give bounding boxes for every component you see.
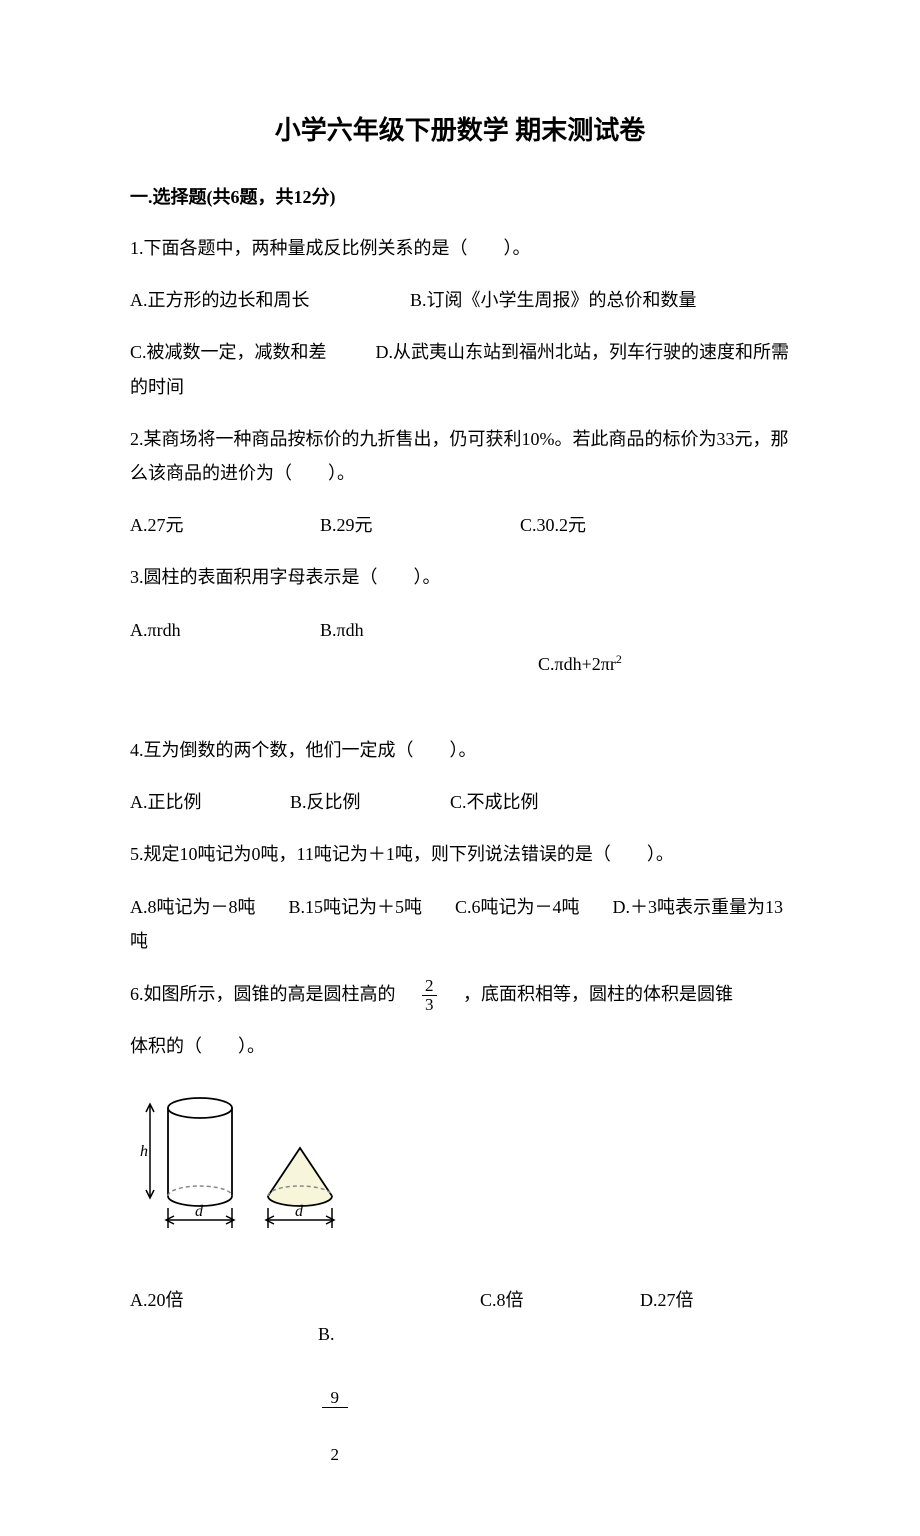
q2-option-B: B.29元 xyxy=(320,508,520,542)
q5-option-B: B.15吨记为＋5吨 xyxy=(289,897,423,917)
q5-options: A.8吨记为－8吨 B.15吨记为＋5吨 C.6吨记为－4吨 D.＋3吨表示重量… xyxy=(130,890,790,958)
q6-frac-num: 2 xyxy=(422,977,437,997)
q6-figure: h d d xyxy=(130,1088,790,1243)
q3-option-C-prefix: C.πdh+2πr xyxy=(538,654,616,674)
q6-option-B: B. 9 2 xyxy=(300,1283,480,1536)
page-title: 小学六年级下册数学 期末测试卷 xyxy=(130,110,790,147)
q3-option-C-sup: 2 xyxy=(616,652,622,666)
q6-line2: 体积的（ ）。 xyxy=(130,1023,790,1070)
q2-option-A: A.27元 xyxy=(130,508,320,542)
q6-optB-prefix: B. xyxy=(318,1324,353,1344)
cylinder-d-label: d xyxy=(195,1203,204,1220)
q4-options: A.正比例 B.反比例 C.不成比例 xyxy=(130,785,790,819)
q6-text: 6.如图所示，圆锥的高是圆柱高的 2 3 ，底面积相等，圆柱的体积是圆锥 xyxy=(130,976,790,1015)
q1-option-C: C.被减数一定，减数和差 xyxy=(130,342,327,362)
q6-suffix: ，底面积相等，圆柱的体积是圆锥 xyxy=(445,984,733,1004)
q4-option-B: B.反比例 xyxy=(290,785,450,819)
q6-prefix: 6.如图所示，圆锥的高是圆柱高的 xyxy=(130,984,414,1004)
q3-option-B: B.πdh xyxy=(320,613,520,716)
q6-option-A: A.20倍 xyxy=(130,1283,300,1536)
q6-fraction: 2 3 xyxy=(422,977,437,1015)
q1-option-B: B.订阅《小学生周报》的总价和数量 xyxy=(410,283,697,317)
q6-option-D: D.27倍 xyxy=(640,1283,694,1536)
q2-options: A.27元 B.29元 C.30.2元 xyxy=(130,508,790,542)
q5-option-C: C.6吨记为－4吨 xyxy=(455,897,580,917)
q2-option-C: C.30.2元 xyxy=(520,508,586,542)
q3-option-A: A.πrdh xyxy=(130,613,320,716)
cone-d-label: d xyxy=(295,1203,304,1220)
q3-text: 3.圆柱的表面积用字母表示是（ ）。 xyxy=(130,560,790,594)
q6-option-C: C.8倍 xyxy=(480,1283,640,1536)
q6-frac-den: 3 xyxy=(422,996,437,1015)
cylinder-h-label: h xyxy=(140,1143,148,1160)
section-header: 一.选择题(共6题，共12分) xyxy=(130,183,790,209)
q3-options: A.πrdh B.πdh C.πdh+2πr2 xyxy=(130,613,790,716)
q1-option-A: A.正方形的边长和周长 xyxy=(130,283,410,317)
q3-option-C: C.πdh+2πr2 xyxy=(520,613,622,716)
q4-option-A: A.正比例 xyxy=(130,785,290,819)
q4-option-C: C.不成比例 xyxy=(450,785,539,819)
q1-options-row1: A.正方形的边长和周长 B.订阅《小学生周报》的总价和数量 xyxy=(130,283,790,317)
q2-text: 2.某商场将一种商品按标价的九折售出，仍可获利10%。若此商品的标价为33元，那… xyxy=(130,422,790,490)
q5-option-A: A.8吨记为－8吨 xyxy=(130,897,256,917)
cylinder-cone-diagram: h d d xyxy=(130,1088,370,1238)
q4-text: 4.互为倒数的两个数，他们一定成（ ）。 xyxy=(130,733,790,767)
q6-optB-den: 2 xyxy=(322,1446,348,1465)
q6-optB-num: 9 xyxy=(322,1389,348,1409)
q5-text: 5.规定10吨记为0吨，11吨记为＋1吨，则下列说法错误的是（ ）。 xyxy=(130,837,790,871)
q1-options-row2: C.被减数一定，减数和差 D.从武夷山东站到福州北站，列车行驶的速度和所需的时间 xyxy=(130,335,790,403)
q6-options: A.20倍 B. 9 2 C.8倍 D.27倍 xyxy=(130,1283,790,1536)
q1-text: 1.下面各题中，两种量成反比例关系的是（ ）。 xyxy=(130,231,790,265)
q6-optB-fraction: 9 2 xyxy=(322,1351,348,1502)
